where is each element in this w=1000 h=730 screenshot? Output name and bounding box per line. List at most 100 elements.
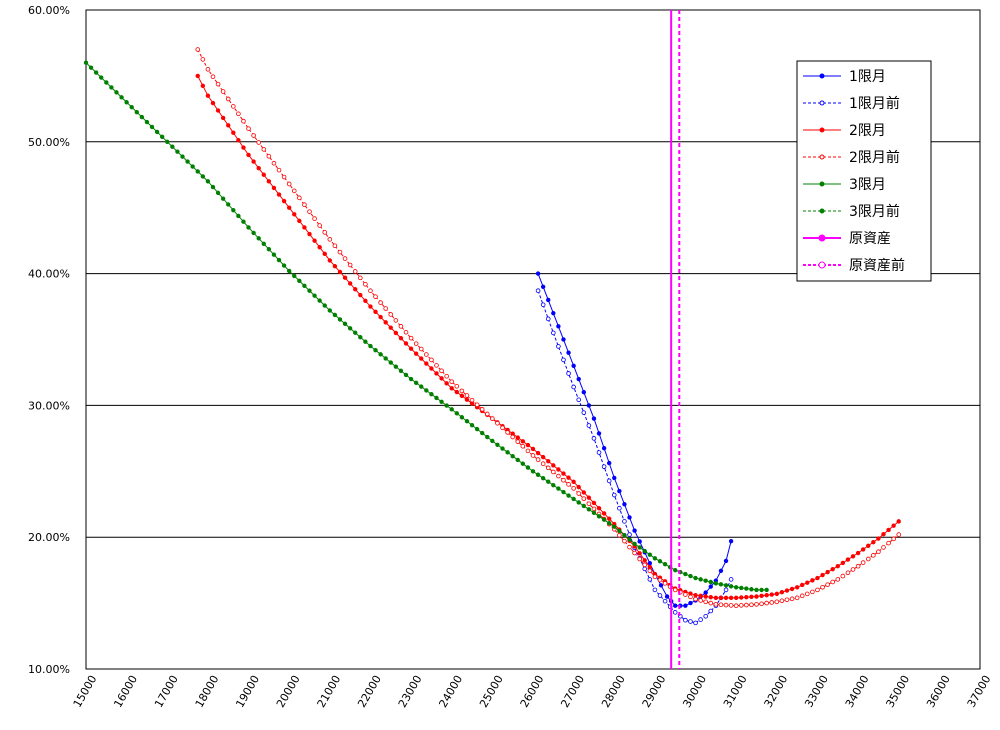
data-point	[256, 236, 261, 241]
data-point	[703, 590, 708, 595]
data-point	[322, 303, 327, 308]
data-point	[225, 96, 231, 102]
x-tick-label: 28000	[599, 673, 628, 710]
data-point	[815, 575, 820, 581]
data-point	[200, 57, 206, 62]
data-point	[708, 600, 714, 606]
data-point	[591, 436, 597, 441]
data-point	[606, 478, 612, 484]
data-point	[683, 617, 688, 623]
data-point	[657, 577, 663, 583]
data-point	[520, 461, 526, 466]
data-point	[479, 407, 485, 412]
data-point	[556, 486, 561, 491]
data-point	[576, 491, 582, 496]
data-point	[627, 544, 632, 550]
data-point	[327, 308, 333, 313]
data-point	[378, 314, 383, 320]
data-point	[622, 502, 627, 507]
data-point	[551, 469, 556, 475]
data-point	[307, 231, 312, 237]
data-point	[596, 450, 602, 455]
data-point	[515, 439, 521, 444]
data-point	[383, 306, 388, 311]
data-point	[317, 223, 322, 228]
data-point	[535, 288, 541, 294]
legend-swatch-marker	[819, 127, 825, 133]
data-point	[459, 388, 465, 394]
data-point	[525, 448, 531, 454]
x-tick-label: 23000	[396, 673, 425, 710]
data-point	[871, 553, 876, 558]
data-point	[825, 569, 830, 575]
data-point	[373, 309, 378, 315]
data-point	[561, 357, 566, 363]
data-point	[606, 520, 612, 526]
legend-swatch-marker	[819, 154, 825, 160]
data-point	[896, 532, 902, 537]
data-point	[322, 230, 328, 235]
data-point	[144, 119, 150, 125]
data-point	[530, 453, 536, 458]
data-point	[693, 592, 698, 598]
data-point	[662, 562, 668, 567]
data-point	[484, 411, 490, 417]
data-point	[200, 83, 206, 88]
data-point	[840, 573, 846, 579]
data-point	[353, 287, 358, 292]
data-point	[545, 465, 551, 471]
data-point	[698, 617, 703, 622]
data-point	[297, 195, 302, 201]
data-point	[556, 473, 561, 479]
data-point	[368, 304, 373, 309]
data-point	[637, 551, 642, 556]
data-point	[418, 346, 424, 352]
data-point	[373, 348, 378, 353]
data-point	[703, 613, 709, 619]
data-point	[393, 330, 399, 336]
y-tick-label: 10.00%	[28, 663, 70, 676]
x-tick-label: 18000	[193, 673, 222, 710]
data-point	[535, 472, 541, 477]
data-point	[683, 571, 688, 577]
data-point	[261, 172, 266, 177]
data-point	[276, 192, 282, 197]
data-point	[794, 595, 800, 601]
x-tick-label: 37000	[965, 673, 994, 710]
data-point	[398, 335, 404, 341]
data-point	[342, 256, 348, 261]
data-point	[596, 431, 602, 436]
data-point	[774, 599, 780, 605]
data-point	[175, 149, 180, 154]
data-point	[606, 460, 612, 466]
data-point	[876, 536, 881, 541]
data-point	[718, 595, 724, 601]
legend-label: 2限月	[849, 123, 886, 139]
x-tick-label: 24000	[436, 673, 465, 710]
data-point	[622, 533, 627, 538]
data-point	[342, 275, 348, 280]
data-point	[617, 505, 622, 511]
data-point	[332, 243, 338, 249]
data-point	[515, 457, 520, 463]
data-point	[586, 507, 592, 512]
data-point	[664, 594, 670, 599]
data-point	[596, 514, 602, 519]
data-point	[632, 550, 637, 556]
data-point	[749, 602, 754, 608]
data-point	[698, 577, 703, 582]
x-tick-label: 27000	[558, 673, 587, 710]
data-point	[444, 381, 449, 386]
data-point	[576, 500, 581, 505]
data-point	[586, 501, 592, 507]
data-point	[581, 496, 587, 501]
data-point	[434, 395, 439, 401]
data-point	[596, 506, 602, 511]
data-point	[637, 539, 642, 544]
data-point	[871, 539, 876, 545]
legend-swatch-marker	[819, 181, 825, 187]
data-point	[449, 386, 454, 391]
data-point	[357, 275, 363, 281]
data-point	[672, 610, 678, 615]
data-point	[642, 558, 647, 563]
